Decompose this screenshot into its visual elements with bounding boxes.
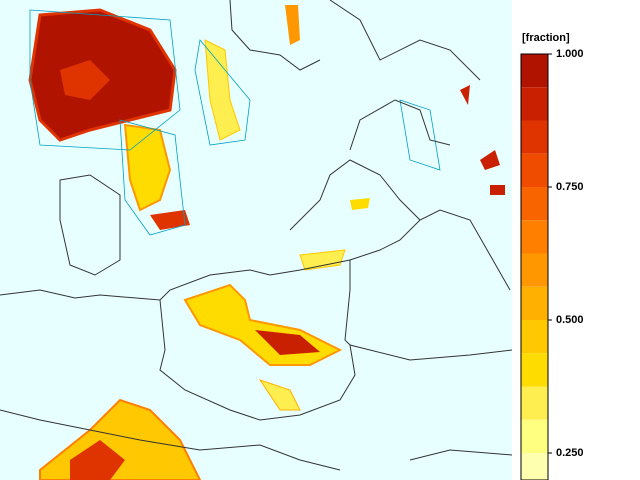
colorbar-tick-label: 1.000 [556,48,584,60]
colorbar-band [521,220,548,254]
colorbar-band [521,353,548,387]
colorbar-frame [520,53,549,480]
colorbar-band [521,187,548,221]
colorbar-band [521,320,548,354]
colorbar-band [521,153,548,187]
fraction-field [28,5,505,480]
colorbar-band [521,120,548,154]
coastlines [29,9,441,236]
colorbar-tick-label: 0.250 [556,447,584,459]
colorbar-band [521,286,548,320]
colorbar-title: [fraction] [522,32,570,44]
colorbar: 1.000 0.750 0.500 0.250 [520,48,584,480]
colorbar-band [521,87,548,121]
colorbar-band [521,419,548,453]
colorbar-band [521,54,548,88]
colorbar-tick-label: 0.500 [556,314,584,326]
colorbar-band [521,253,548,287]
colorbar-band [521,386,548,420]
country-borders [0,0,513,471]
colorbar-tick-label: 0.750 [556,181,584,193]
colorbar-band [521,453,548,480]
